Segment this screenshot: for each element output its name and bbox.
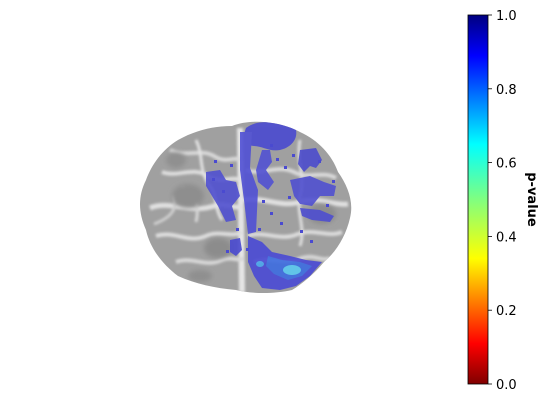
- colorbar-gradient: [467, 14, 489, 385]
- colorbar-tick-label: 1.0: [496, 9, 517, 24]
- statistical-overlay: [206, 122, 336, 290]
- overlay-speckles: [212, 144, 335, 253]
- colorbar-tick-label: 0.6: [496, 157, 517, 172]
- colorbar-tick-label: 0.2: [496, 304, 517, 319]
- gray-matter-shading: [166, 152, 336, 282]
- colorbar: 0.0 0.2 0.4 0.6 0.8 1.0 p-value: [467, 9, 539, 393]
- colorbar-ticks: [488, 14, 492, 385]
- colorbar-tick-label: 0.4: [496, 230, 517, 245]
- colorbar-tick-label: 0.8: [496, 83, 517, 98]
- brain-slice-image: [140, 121, 352, 293]
- colorbar-tick-label: 0.0: [496, 378, 517, 393]
- colorbar-label: p-value: [524, 172, 539, 227]
